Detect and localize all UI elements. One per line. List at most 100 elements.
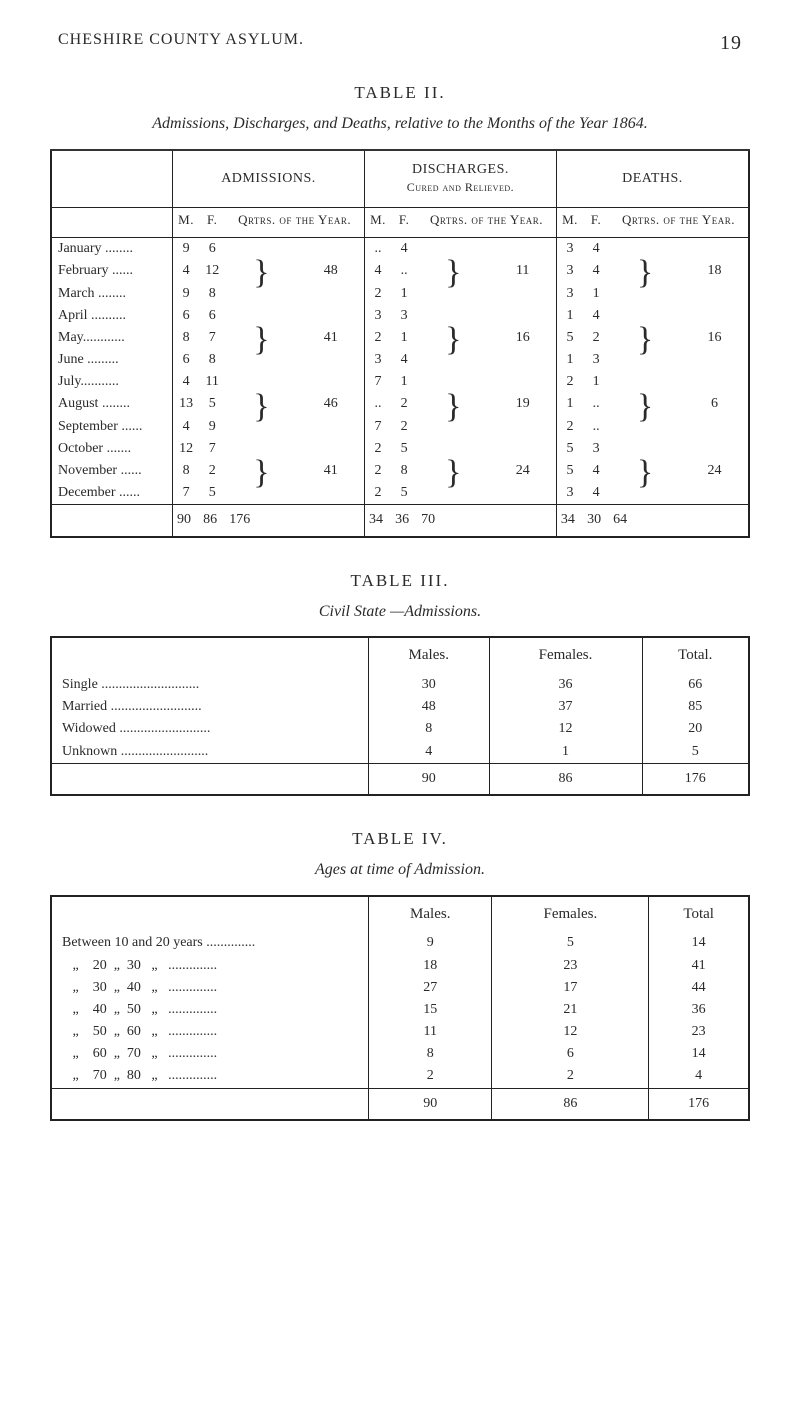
cell: 44 bbox=[649, 977, 749, 999]
cell: 3 bbox=[583, 349, 609, 371]
t3-h-total: Total. bbox=[642, 637, 749, 674]
cell: 4 bbox=[391, 238, 417, 261]
cell: 37 bbox=[489, 696, 642, 718]
cell: 23 bbox=[649, 1021, 749, 1043]
cell: 6 bbox=[199, 238, 225, 261]
brace-icon: } bbox=[225, 307, 297, 374]
stub-head-blank bbox=[51, 150, 173, 208]
table2-title: TABLE II. bbox=[50, 82, 750, 104]
cell: 1 bbox=[391, 327, 417, 349]
t4-h-females: Females. bbox=[492, 896, 649, 933]
cell: 8 bbox=[173, 327, 200, 349]
cell: 2 bbox=[364, 482, 391, 505]
total-am: 90 bbox=[173, 505, 200, 537]
t4-total-f: 86 bbox=[492, 1088, 649, 1120]
sub-hq: Qrtrs. of the Year. bbox=[609, 208, 749, 238]
page-number: 19 bbox=[720, 30, 742, 56]
cell: 36 bbox=[649, 999, 749, 1021]
t3-total-f: 86 bbox=[489, 763, 642, 795]
table-row: „ 30 „ 40 „ ..............271744 bbox=[51, 977, 749, 999]
t4-h-males: Males. bbox=[369, 896, 492, 933]
cell: 12 bbox=[492, 1021, 649, 1043]
sub-af: F. bbox=[199, 208, 225, 238]
cell: 3 bbox=[583, 438, 609, 460]
cell: 3 bbox=[556, 238, 583, 261]
table3-title: TABLE III. bbox=[50, 570, 750, 592]
sub-dm: M. bbox=[364, 208, 391, 238]
month-label: September ...... bbox=[51, 416, 173, 438]
cell: 12 bbox=[173, 438, 200, 460]
group-discharges: DISCHARGES. Cured and Relieved. bbox=[364, 150, 556, 208]
cell: 4 bbox=[369, 741, 490, 764]
table-row: „ 70 „ 80 „ ..............224 bbox=[51, 1065, 749, 1088]
total-hf: 30 bbox=[583, 505, 609, 537]
table3-body: Single ............................30366… bbox=[51, 674, 749, 763]
row-label: Unknown ......................... bbox=[51, 741, 369, 764]
cell: 7 bbox=[364, 371, 391, 393]
month-label: May............ bbox=[51, 327, 173, 349]
t3-h-females: Females. bbox=[489, 637, 642, 674]
table-row: October .......127}4125}2453}24 bbox=[51, 438, 749, 460]
table-row: Married ..........................483785 bbox=[51, 696, 749, 718]
cell: 1 bbox=[391, 371, 417, 393]
cell: 5 bbox=[556, 438, 583, 460]
cell: 4 bbox=[364, 260, 391, 282]
cell: 9 bbox=[173, 283, 200, 305]
cell: 5 bbox=[391, 482, 417, 505]
row-label: „ 50 „ 60 „ .............. bbox=[51, 1021, 369, 1043]
cell: 4 bbox=[583, 305, 609, 327]
cell: 30 bbox=[369, 674, 490, 696]
cell: 8 bbox=[369, 1043, 492, 1065]
cell: 2 bbox=[391, 416, 417, 438]
brace-icon: } bbox=[609, 240, 681, 307]
cell: 9 bbox=[369, 932, 492, 954]
cell: 85 bbox=[642, 696, 749, 718]
table4-caption: Ages at time of Admission. bbox=[50, 860, 750, 881]
cell: 2 bbox=[492, 1065, 649, 1088]
running-head: CHESHIRE COUNTY ASYLUM. 19 bbox=[50, 30, 750, 56]
total-df: 36 bbox=[391, 505, 417, 537]
cell: 11 bbox=[369, 1021, 492, 1043]
quarter-deaths: 18 bbox=[681, 238, 749, 305]
row-label: „ 20 „ 30 „ .............. bbox=[51, 955, 369, 977]
cell: 9 bbox=[199, 416, 225, 438]
cell: 2 bbox=[199, 460, 225, 482]
cell: 5 bbox=[199, 393, 225, 415]
cell: 2 bbox=[364, 327, 391, 349]
cell: 7 bbox=[199, 327, 225, 349]
cell: 8 bbox=[199, 283, 225, 305]
table-row: „ 20 „ 30 „ ..............182341 bbox=[51, 955, 749, 977]
cell: 4 bbox=[583, 482, 609, 505]
brace-icon: } bbox=[417, 440, 489, 507]
cell: 8 bbox=[391, 460, 417, 482]
month-label: March ........ bbox=[51, 283, 173, 305]
total-dm: 34 bbox=[364, 505, 391, 537]
table2-head: ADMISSIONS. DISCHARGES. Cured and Reliev… bbox=[51, 150, 749, 238]
cell: .. bbox=[364, 393, 391, 415]
cell: 5 bbox=[492, 932, 649, 954]
cell: 1 bbox=[391, 283, 417, 305]
t3-total-t: 176 bbox=[642, 763, 749, 795]
cell: 21 bbox=[492, 999, 649, 1021]
cell: 6 bbox=[199, 305, 225, 327]
cell: 5 bbox=[556, 460, 583, 482]
quarter-deaths: 16 bbox=[681, 305, 749, 372]
quarter-admissions: 46 bbox=[298, 371, 365, 438]
table-row: January ........96}48..4}1134}18 bbox=[51, 238, 749, 261]
cell: 13 bbox=[173, 393, 200, 415]
row-label: „ 30 „ 40 „ .............. bbox=[51, 977, 369, 999]
discharges-label: DISCHARGES. bbox=[412, 162, 509, 177]
table-row: July...........411}4671}1921}6 bbox=[51, 371, 749, 393]
brace-icon: } bbox=[609, 440, 681, 507]
cell: 3 bbox=[556, 260, 583, 282]
cell: 6 bbox=[492, 1043, 649, 1065]
cell: 11 bbox=[199, 371, 225, 393]
total-hm: 34 bbox=[556, 505, 583, 537]
group-deaths: DEATHS. bbox=[556, 150, 749, 208]
cell: 23 bbox=[492, 955, 649, 977]
cell: 1 bbox=[556, 393, 583, 415]
total-af: 86 bbox=[199, 505, 225, 537]
cell: 5 bbox=[556, 327, 583, 349]
table4-body: Between 10 and 20 years ..............95… bbox=[51, 932, 749, 1088]
t3-stub-blank bbox=[51, 637, 369, 674]
